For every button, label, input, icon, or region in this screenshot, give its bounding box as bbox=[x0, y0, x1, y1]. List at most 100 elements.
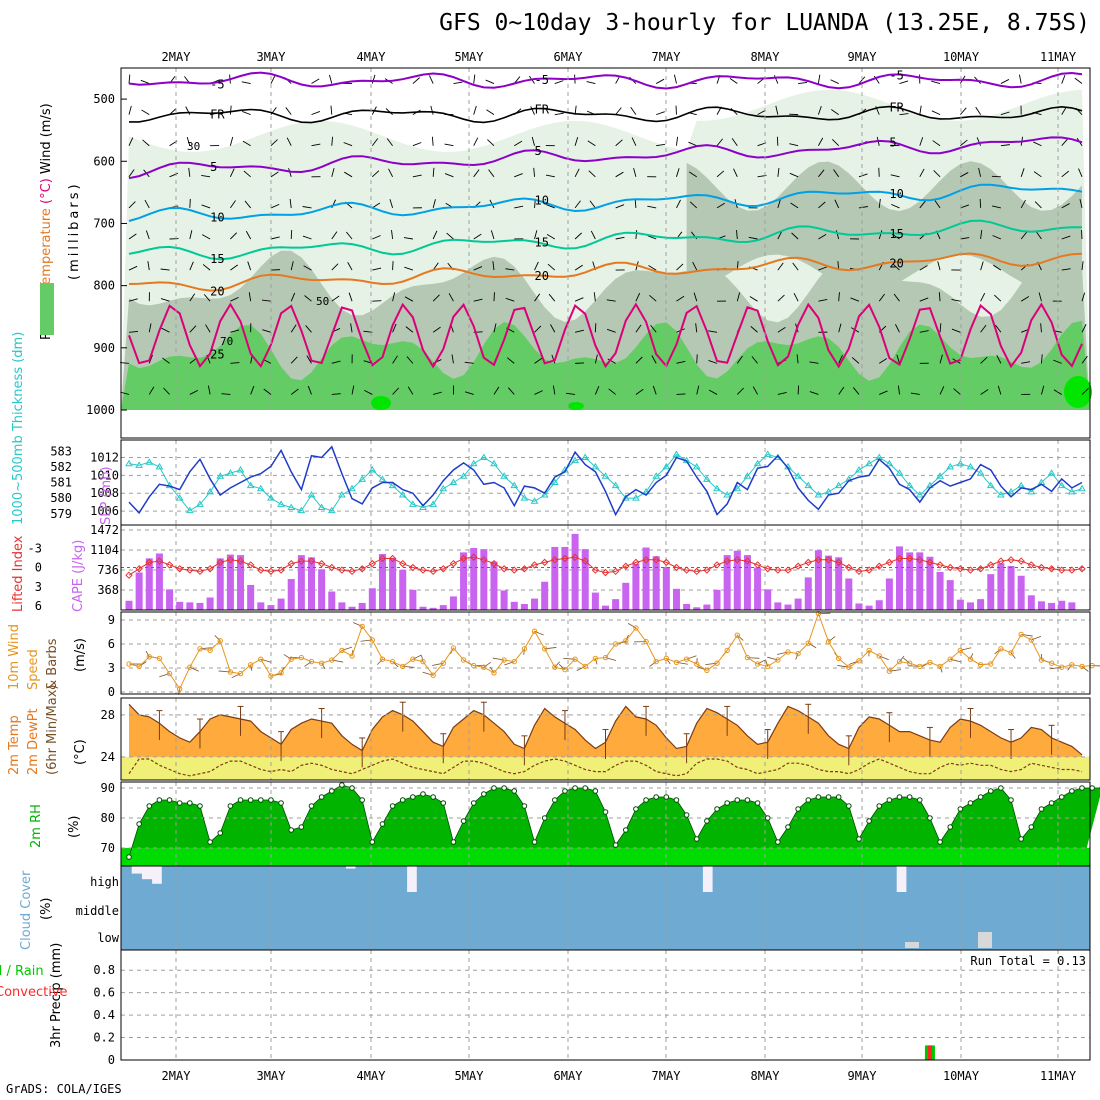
wind-barb bbox=[1020, 199, 1026, 209]
wind-barb-10m bbox=[757, 659, 767, 665]
rh2m-band bbox=[121, 848, 1090, 866]
wind-speed-point bbox=[369, 637, 376, 643]
wind-barb bbox=[230, 264, 239, 271]
upper-unit-group: (millibars) bbox=[67, 181, 82, 280]
wind-barb bbox=[453, 81, 463, 84]
thickness-point bbox=[763, 450, 772, 457]
wind-barb bbox=[1000, 111, 1010, 116]
wind-barb bbox=[160, 298, 170, 302]
isotherm-label--5: -5 bbox=[889, 69, 903, 83]
isotherm-10 bbox=[128, 183, 1083, 222]
wind-speed-point bbox=[633, 625, 639, 631]
wind-barb bbox=[652, 385, 657, 395]
wind-barb bbox=[878, 230, 883, 240]
rh2m-point bbox=[187, 800, 193, 806]
cape-bar bbox=[723, 555, 731, 610]
wind-barb bbox=[392, 387, 400, 395]
li-point bbox=[216, 558, 224, 567]
wind-barb bbox=[331, 360, 341, 364]
rh2m-point bbox=[541, 815, 548, 821]
precip-legend-convective: Convective bbox=[0, 985, 68, 1000]
wind-speed-point bbox=[1028, 637, 1035, 643]
chart-title: GFS 0~10day 3-hourly for LUANDA (13.25E,… bbox=[439, 10, 1090, 36]
wind-barb bbox=[635, 324, 642, 333]
cape-bar bbox=[1037, 601, 1045, 610]
rh2m-point bbox=[1048, 800, 1055, 806]
thickness-point bbox=[358, 475, 367, 482]
date-label-top-3: 5MAY bbox=[455, 50, 485, 64]
cape-bar bbox=[855, 603, 863, 610]
wind-barb-10m bbox=[483, 661, 491, 668]
thickness-point bbox=[824, 487, 833, 495]
wind-barb bbox=[412, 174, 422, 178]
wind-speed-point bbox=[187, 664, 193, 670]
wind-barb bbox=[306, 355, 312, 364]
rh2m-point bbox=[278, 800, 284, 806]
cape-bar bbox=[490, 561, 498, 610]
wind-barb-10m bbox=[1081, 666, 1089, 672]
rh2m-point bbox=[379, 821, 386, 827]
rh2m-point bbox=[622, 827, 629, 833]
wind-barb bbox=[189, 230, 193, 240]
li-point bbox=[1017, 557, 1025, 565]
wind-barb bbox=[775, 105, 779, 115]
cape-bar bbox=[875, 600, 883, 610]
cloud-high-bar bbox=[274, 866, 285, 892]
isotherm-label-15: 15 bbox=[535, 236, 549, 250]
cape-bar bbox=[622, 582, 630, 610]
rh-contour-label-70: 70 bbox=[220, 335, 233, 348]
wind-barb bbox=[633, 168, 637, 177]
wind-speed-point bbox=[1079, 663, 1085, 670]
date-label-top-9: 11MAY bbox=[1040, 50, 1077, 64]
wind-barb bbox=[311, 110, 321, 116]
wind-barb bbox=[270, 171, 279, 178]
thick-tick-581: 581 bbox=[50, 476, 72, 490]
isotherm-25 bbox=[128, 302, 1083, 369]
thickness-point bbox=[348, 484, 356, 492]
rh2m-point bbox=[491, 785, 497, 791]
wind-barb bbox=[931, 110, 941, 116]
wind-speed-point bbox=[937, 663, 943, 670]
cape-bar bbox=[845, 578, 853, 610]
wind-speed-point bbox=[815, 610, 822, 617]
wind-barb bbox=[412, 77, 420, 84]
wind-speed-point bbox=[197, 646, 203, 652]
li-point bbox=[277, 566, 285, 574]
wind-barb bbox=[1038, 292, 1042, 302]
wind-speed-point bbox=[704, 667, 710, 674]
wind-barb bbox=[286, 137, 292, 146]
wind-speed-point bbox=[359, 623, 365, 630]
rh2m-point bbox=[734, 797, 741, 803]
cape-bar bbox=[896, 546, 904, 610]
wind-barb bbox=[464, 391, 474, 395]
li-point bbox=[267, 567, 275, 576]
wind-barb bbox=[748, 236, 758, 240]
li-point bbox=[540, 558, 549, 567]
cape-bar bbox=[297, 555, 305, 610]
wind-barb bbox=[818, 137, 824, 146]
thickness-point bbox=[469, 459, 478, 467]
li-point bbox=[865, 566, 873, 574]
rh2m-point bbox=[1089, 785, 1095, 791]
wind-barb bbox=[119, 362, 130, 364]
wind-barb bbox=[635, 292, 641, 302]
wind-speed-point bbox=[653, 658, 659, 665]
thickness-point bbox=[692, 462, 701, 470]
wind-barb bbox=[485, 79, 495, 84]
wind-barb bbox=[830, 79, 839, 84]
rh2m-point bbox=[1018, 836, 1024, 842]
isotherm-label--5: -5 bbox=[535, 73, 549, 87]
wind-barb bbox=[733, 168, 738, 178]
thickness-point bbox=[1007, 487, 1015, 495]
rh2m-point bbox=[967, 800, 974, 806]
cape-bar bbox=[439, 605, 447, 610]
isotherm-label-20: 20 bbox=[889, 256, 903, 270]
li-point bbox=[500, 565, 508, 573]
wind-barb bbox=[534, 357, 543, 364]
wind-barb bbox=[554, 80, 564, 84]
wind-barb bbox=[162, 357, 170, 364]
wind-speed-point bbox=[501, 657, 507, 663]
precip-tick-0.6: 0.6 bbox=[93, 986, 115, 1000]
wind-barb bbox=[230, 200, 236, 209]
cape-bar bbox=[500, 590, 508, 610]
